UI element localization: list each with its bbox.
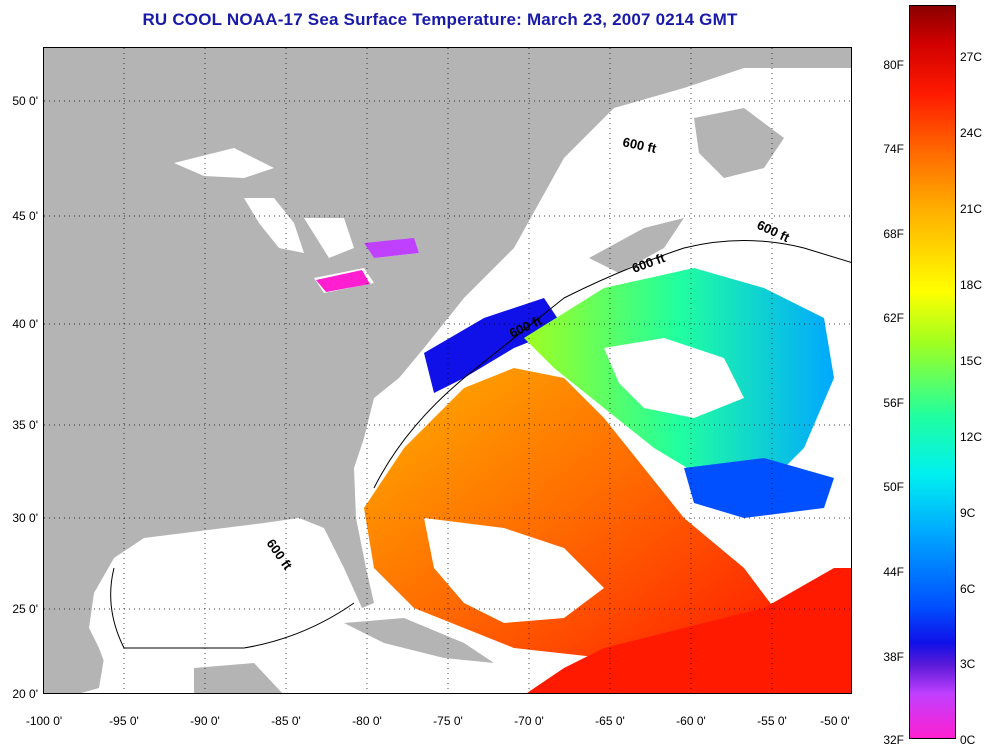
land-north-america [44,48,851,693]
lon-tick-85: -85 0' [271,714,301,728]
colorbar-c-18: 18C [960,278,983,292]
sst-cold-coastal [424,298,564,393]
colorbar-c-0: 0C [960,733,976,747]
contour-label-1: 600 ft [621,134,658,156]
colorbar-c-12: 12C [960,430,983,444]
lon-tick-80: -80 0' [352,714,382,728]
lon-tick-65: -65 0' [595,714,625,728]
lon-tick-75: -75 0' [433,714,463,728]
lon-tick-95: -95 0' [109,714,139,728]
cloud-cover [424,338,744,623]
land-newfoundland [694,108,784,178]
sst-tropical-hot [526,568,851,693]
great-lakes [174,148,419,293]
land-nova-scotia [589,218,684,273]
temperature-colorbar [909,5,956,739]
lat-tick-25: 25 0' [12,602,38,616]
colorbar-c-9: 9C [960,506,976,520]
lon-tick-100: -100 0' [25,714,63,728]
colorbar-c-24: 24C [960,126,983,140]
lon-tick-50: -50 0' [820,714,850,728]
colorbar-f-62: 62F [883,311,904,325]
lon-tick-90: -90 0' [190,714,220,728]
land-yucatan [194,663,283,693]
colorbar-f-50: 50F [883,480,904,494]
lon-tick-55: -55 0' [757,714,787,728]
lat-tick-40: 40 0' [12,317,38,331]
colorbar-c-27: 27C [960,50,983,64]
sst-lake-cold [364,238,419,258]
lat-tick-45: 45 0' [12,209,38,223]
gulf-of-mexico [99,526,364,688]
colorbar-f-80: 80F [883,58,904,72]
colorbar-f-38: 38F [883,650,904,664]
colorbar-f-32: 32F [883,733,904,747]
lon-tick-60: -60 0' [676,714,706,728]
lat-tick-20: 20 0' [12,687,38,701]
lat-tick-35: 35 0' [12,418,38,432]
colorbar-c-21: 21C [960,202,983,216]
sst-cold-patch [684,458,834,518]
sst-lake-pink [316,270,370,292]
colorbar-c-6: 6C [960,582,976,596]
colorbar-f-56: 56F [883,396,904,410]
colorbar-c-3: 3C [960,657,976,671]
lat-tick-30: 30 0' [12,511,38,525]
map-title: RU COOL NOAA-17 Sea Surface Temperature:… [142,10,738,29]
colorbar-f-44: 44F [883,565,904,579]
isobath-600ft [110,240,851,649]
colorbar-f-74: 74F [883,142,904,156]
lat-tick-50: 50 0' [12,94,38,108]
lon-tick-70: -70 0' [514,714,544,728]
colorbar-f-68: 68F [883,227,904,241]
colorbar-c-15: 15C [960,354,983,368]
land-cuba [344,618,494,663]
map-canvas: 600 ft 600 ft 600 ft 600 ft 600 ft [44,48,851,693]
sst-map[interactable]: 600 ft 600 ft 600 ft 600 ft 600 ft [43,47,852,694]
